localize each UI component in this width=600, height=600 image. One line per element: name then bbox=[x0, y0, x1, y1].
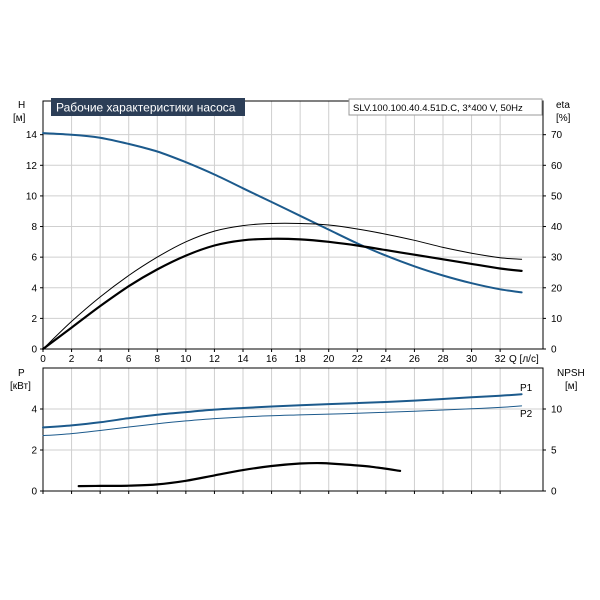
series-label-p2: P2 bbox=[520, 409, 533, 420]
right-y-tick-label: 10 bbox=[551, 405, 563, 416]
right-y-tick-label: 40 bbox=[551, 222, 563, 233]
x-tick-label: 8 bbox=[155, 354, 161, 365]
x-tick-label: 20 bbox=[323, 354, 335, 365]
head-efficiency-panel: 0 2 4 6 8 10 12 14 16 18 20 22 24 26 28 30 32 0246810121… bbox=[13, 98, 571, 365]
head-axis-label: H bbox=[18, 100, 25, 111]
series-line-top-1 bbox=[42, 222, 523, 350]
top-plot-frame bbox=[42, 100, 544, 350]
series-p2-line bbox=[42, 405, 523, 437]
npsh-axis-label: NPSH bbox=[557, 368, 585, 379]
x-tick-label: 6 bbox=[126, 354, 132, 365]
x-tick-label: 30 bbox=[466, 354, 478, 365]
right-y-tick-label: 0 bbox=[551, 345, 557, 356]
right-y-tick-label: 5 bbox=[551, 446, 557, 457]
series-label-p1: P1 bbox=[520, 383, 533, 394]
x-tick-label: 18 bbox=[295, 354, 307, 365]
bottom-right-y-ticks: 0 5 10 bbox=[543, 405, 563, 498]
top-series bbox=[41, 132, 523, 351]
left-y-tick-label: 6 bbox=[31, 253, 37, 264]
top-left-y-ticks: 0 2 4 6 8 10 12 14 bbox=[26, 130, 43, 356]
left-y-tick-label: 0 bbox=[31, 345, 37, 356]
x-tick-label: 0 bbox=[40, 354, 46, 365]
eta-axis-label: eta bbox=[556, 100, 570, 111]
model-info-box bbox=[348, 98, 543, 116]
right-y-tick-label: 70 bbox=[551, 130, 563, 141]
series-line-top-0 bbox=[42, 132, 523, 294]
power-axis-label: P bbox=[18, 368, 25, 379]
x-tick-label: 14 bbox=[237, 354, 249, 365]
right-y-tick-label: 10 bbox=[551, 314, 563, 325]
x-tick-label: 4 bbox=[97, 354, 103, 365]
right-y-tick-label: 30 bbox=[551, 253, 563, 264]
bottom-series bbox=[42, 393, 523, 488]
x-tick-label: 22 bbox=[352, 354, 364, 365]
x-tick-label: 12 bbox=[209, 354, 221, 365]
chart-title: Рабочие характеристики насоса bbox=[56, 101, 236, 115]
left-y-tick-label: 4 bbox=[31, 283, 37, 294]
flow-axis-label: Q [л/с] bbox=[509, 354, 539, 365]
left-y-tick-label: 10 bbox=[26, 191, 38, 202]
top-x-ticks: 0 2 4 6 8 10 12 14 16 18 20 22 24 26 28 30 32 bbox=[40, 349, 506, 365]
bottom-x-ticks bbox=[42, 491, 501, 494]
power-axis-unit: [кВт] bbox=[10, 381, 31, 392]
right-y-tick-label: 50 bbox=[551, 191, 563, 202]
left-y-tick-label: 12 bbox=[26, 161, 38, 172]
left-y-tick-label: 4 bbox=[31, 405, 37, 416]
x-tick-label: 32 bbox=[495, 354, 507, 365]
x-tick-label: 26 bbox=[409, 354, 421, 365]
series-p1-line bbox=[42, 393, 523, 429]
left-y-tick-label: 14 bbox=[26, 130, 38, 141]
x-tick-label: 2 bbox=[69, 354, 75, 365]
left-y-tick-label: 0 bbox=[31, 487, 37, 498]
title-box bbox=[51, 98, 245, 116]
bottom-plot-frame bbox=[42, 367, 544, 492]
left-y-tick-label: 2 bbox=[31, 446, 37, 457]
eta-axis-unit: [%] bbox=[556, 113, 571, 124]
x-tick-label: 28 bbox=[437, 354, 449, 365]
left-y-tick-label: 2 bbox=[31, 314, 37, 325]
model-info: SLV.100.100.40.4.51D.C, 3*400 V, 50Hz bbox=[353, 103, 523, 114]
bottom-left-y-ticks: 0 2 4 bbox=[31, 405, 43, 498]
series-line-bot-2 bbox=[77, 461, 402, 488]
top-right-y-ticks: 0 10 20 30 40 50 60 70 bbox=[543, 130, 563, 356]
power-npsh-panel: 0 2 4 0 5 10 P [кВт] NPSH [м] P1 P2 bbox=[10, 367, 585, 498]
head-axis-unit: [м] bbox=[13, 113, 26, 124]
x-tick-label: 16 bbox=[266, 354, 278, 365]
right-y-tick-label: 60 bbox=[551, 161, 563, 172]
right-y-tick-label: 0 bbox=[551, 487, 557, 498]
x-tick-label: 10 bbox=[180, 354, 192, 365]
series-line-top-2 bbox=[41, 237, 523, 351]
right-y-tick-label: 20 bbox=[551, 283, 563, 294]
left-y-tick-label: 8 bbox=[31, 222, 37, 233]
x-tick-label: 24 bbox=[380, 354, 392, 365]
npsh-axis-unit: [м] bbox=[565, 381, 578, 392]
